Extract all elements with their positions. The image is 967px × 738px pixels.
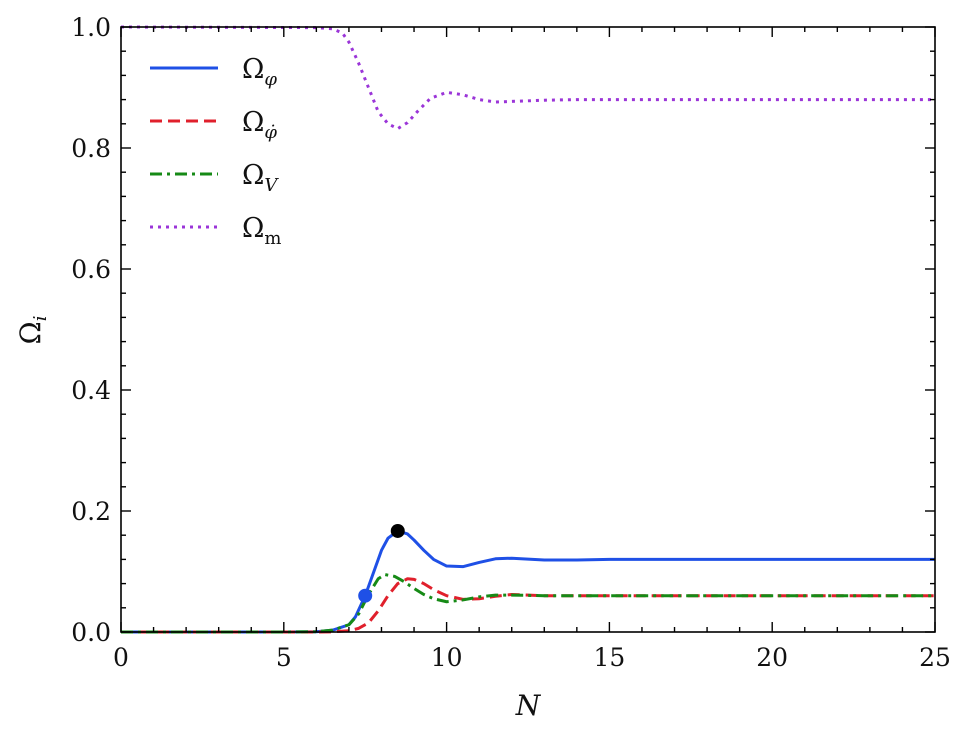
series-line-2: [121, 573, 935, 634]
x-tick-label: 25: [919, 643, 951, 672]
marker-layer: [358, 523, 405, 603]
legend-label-2: ΩV: [242, 160, 279, 196]
x-tick-label: 5: [276, 643, 292, 672]
x-tick-label: 0: [113, 643, 129, 672]
y-tick-label: 0.2: [71, 497, 111, 526]
highlight-point-1: [390, 523, 405, 538]
y-tick-label: 0.6: [71, 255, 111, 284]
x-tick-label: 10: [431, 643, 463, 672]
legend-label-3: Ωm: [242, 213, 281, 249]
x-tick-label: 15: [593, 643, 625, 672]
highlight-point-0: [358, 588, 373, 603]
y-axis-label: Ωi: [14, 316, 51, 345]
legend-label-0: Ωφ: [242, 54, 277, 90]
svg-text:Ωi: Ωi: [14, 316, 51, 345]
tick-layer: [120, 26, 936, 633]
y-tick-label: 0.8: [71, 134, 111, 163]
plot-background: [121, 27, 935, 632]
x-axis-label: N: [515, 689, 542, 722]
x-tick-label: 20: [756, 643, 788, 672]
y-tick-label: 1.0: [71, 13, 111, 42]
y-tick-label: 0.0: [71, 618, 111, 647]
y-axis-label-main: Ω: [14, 321, 47, 344]
series-line-3: [120, 25, 935, 131]
plot-frame: [120, 26, 936, 633]
y-axis-label-sub: i: [30, 316, 51, 322]
series-line-1: [121, 577, 935, 634]
series-layer: [120, 25, 935, 634]
legend: Ωφ Ωφ̇ ΩV Ωm: [150, 54, 281, 249]
tick-label-layer: 0 5 10 15 20 25 0.0 0.2 0.4 0.6 0.8 1.0: [71, 13, 951, 672]
y-tick-label: 0.4: [71, 376, 111, 405]
legend-label-1: Ωφ̇: [242, 107, 277, 143]
